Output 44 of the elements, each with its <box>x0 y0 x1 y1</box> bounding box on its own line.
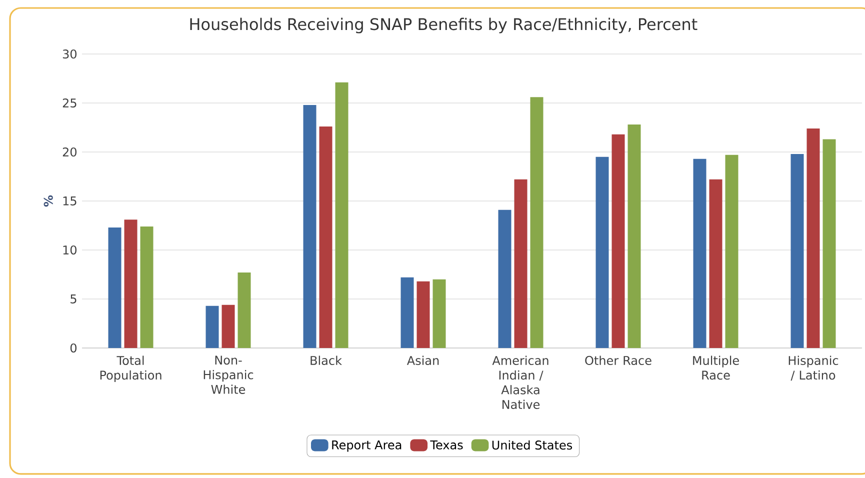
bar <box>822 139 836 348</box>
bar <box>498 210 512 348</box>
bar <box>416 281 430 348</box>
bar <box>140 226 154 348</box>
x-tick-label: American Indian / Alaska Native <box>492 356 548 410</box>
bar <box>790 154 804 348</box>
bar <box>725 154 738 348</box>
y-tick-label: 5 <box>70 294 76 304</box>
bar <box>319 126 332 348</box>
y-tick-label: 25 <box>62 98 76 108</box>
bar <box>238 272 251 348</box>
y-axis-title: % <box>44 195 53 207</box>
bar <box>693 158 706 348</box>
x-tick-label: Black <box>310 356 342 366</box>
bar <box>530 97 544 348</box>
bar <box>108 227 122 348</box>
bar <box>709 179 722 348</box>
x-tick-label: Hispanic / Latino <box>788 356 838 381</box>
bar <box>335 82 348 348</box>
x-tick-label: Other Race <box>585 356 652 366</box>
chart-title: Households Receiving SNAP Benefits by Race/Ethnicity, Percent <box>190 18 698 34</box>
y-tick-label: 10 <box>63 245 76 255</box>
y-tick-label: 30 <box>62 49 76 59</box>
bar <box>124 220 138 348</box>
x-tick-label: Total Population <box>100 356 162 382</box>
y-tick-label: 20 <box>62 147 76 157</box>
y-tick-label: 15 <box>63 196 76 206</box>
bar <box>303 104 316 348</box>
bar <box>628 124 641 348</box>
bar <box>806 128 820 348</box>
legend-label: United States <box>492 440 572 450</box>
bar <box>400 277 414 348</box>
x-tick-label: Multiple Race <box>693 356 739 380</box>
bar <box>514 179 528 348</box>
bar <box>206 306 219 348</box>
legend-label: Texas <box>430 440 463 450</box>
legend-label: Report Area <box>332 440 402 452</box>
x-tick-label: Asian <box>406 356 439 366</box>
x-tick-label: Non-Hispanic White <box>204 356 254 394</box>
bar <box>432 279 446 348</box>
bar <box>596 156 609 348</box>
bar <box>222 304 235 348</box>
y-tick-label: 0 <box>70 343 76 353</box>
bar <box>612 134 625 348</box>
